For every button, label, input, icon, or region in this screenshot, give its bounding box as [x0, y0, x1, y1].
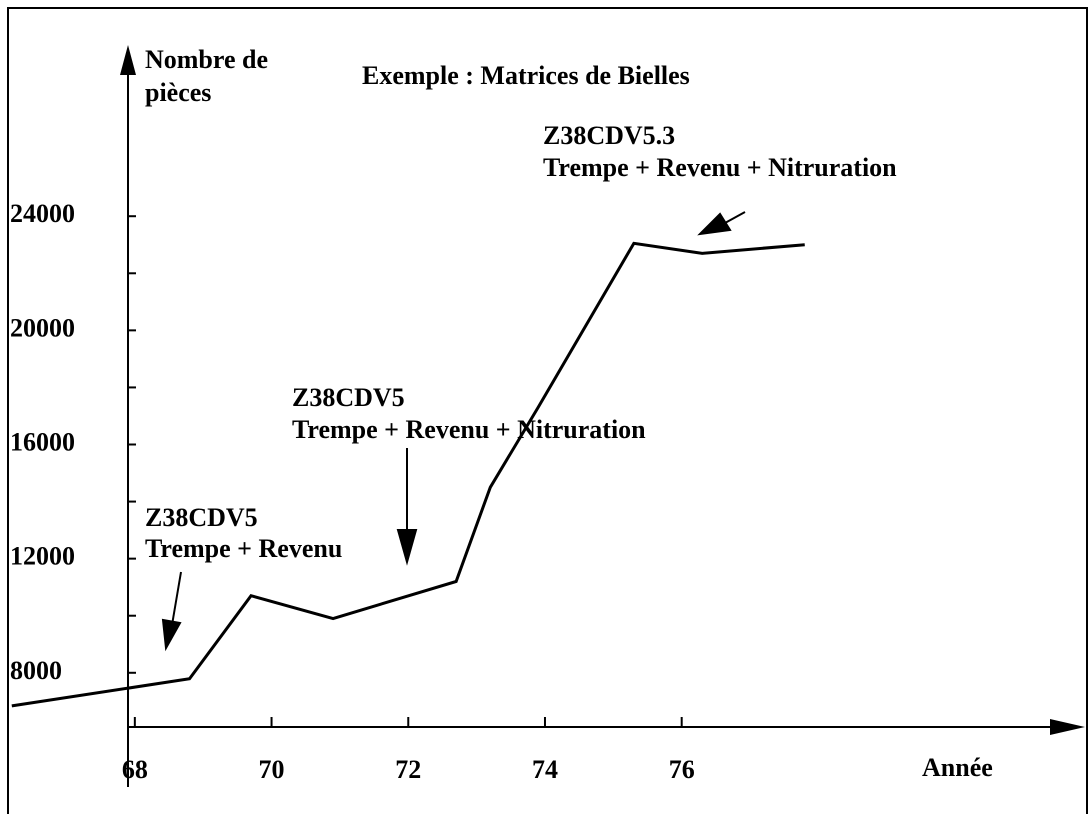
arrow	[724, 211, 746, 224]
x-tick-label: 68	[122, 755, 148, 784]
annotation: Z38CDV5	[292, 383, 405, 412]
arrow	[171, 571, 182, 626]
y-axis-label: Nombre de	[145, 45, 268, 74]
y-tick-label: 20000	[10, 313, 75, 342]
annotation-arrows	[161, 211, 746, 652]
arrow-head	[697, 212, 732, 236]
y-tick-label: 8000	[10, 656, 62, 685]
x-axis-arrow	[1050, 719, 1085, 735]
frame	[7, 7, 1088, 814]
y-tick-label: 24000	[10, 199, 75, 228]
arrow-head	[161, 618, 182, 652]
y-axis-arrow	[120, 45, 136, 75]
annotation: Z38CDV5	[145, 503, 258, 532]
y-axis-label: pièces	[145, 78, 211, 107]
chart-title: Exemple : Matrices de Bielles	[362, 61, 690, 90]
x-tick-label: 76	[669, 755, 695, 784]
x-axis-label: Année	[922, 753, 993, 782]
annotation: Trempe + Revenu	[145, 534, 342, 563]
x-tick-label: 74	[532, 755, 558, 784]
x-tick-label: 72	[395, 755, 421, 784]
annotation: Trempe + Revenu + Nitruration	[292, 415, 646, 444]
annotation: Trempe + Revenu + Nitruration	[543, 153, 897, 182]
x-tick-label: 70	[259, 755, 285, 784]
y-tick-label: 16000	[10, 427, 75, 456]
annotation: Z38CDV5.3	[543, 121, 675, 150]
line-series	[11, 241, 805, 708]
y-tick-label: 12000	[10, 542, 75, 571]
arrow-head	[396, 529, 418, 566]
